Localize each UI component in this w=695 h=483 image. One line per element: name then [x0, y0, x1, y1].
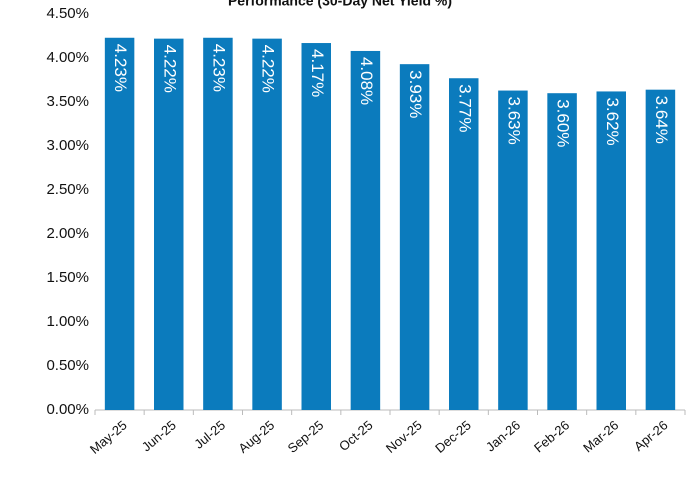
x-tick-label: Nov-25: [383, 417, 425, 455]
value-label: 3.63%: [504, 97, 523, 145]
bar: [203, 37, 233, 410]
x-tick-label: Dec-25: [432, 417, 474, 455]
value-label: 3.77%: [455, 84, 474, 132]
x-tick-label: Mar-26: [580, 417, 621, 455]
bar: [498, 90, 528, 410]
bar: [547, 93, 577, 410]
value-label: 4.22%: [160, 45, 179, 93]
value-label: 3.64%: [652, 96, 671, 144]
value-label: 4.17%: [308, 49, 327, 97]
y-tick-label: 4.50%: [46, 5, 89, 22]
value-label: 3.93%: [406, 70, 425, 118]
y-tick-label: 0.00%: [46, 401, 89, 418]
x-tick-label: Feb-26: [531, 417, 572, 455]
value-label: 3.62%: [603, 97, 622, 145]
bar: [399, 64, 430, 410]
chart-title: Performance (30-Day Net Yield %): [228, 0, 452, 9]
value-label: 4.23%: [209, 44, 228, 92]
x-tick-label: Jul-25: [191, 417, 228, 451]
y-tick-label: 1.50%: [46, 269, 89, 286]
bar: [301, 43, 331, 410]
bar: [449, 78, 479, 411]
bar: [154, 38, 184, 410]
x-tick-label: Aug-25: [235, 417, 277, 455]
x-tick-label: Oct-25: [336, 417, 376, 454]
x-tick-label: May-25: [87, 417, 130, 456]
bar: [645, 89, 676, 411]
value-label: 3.60%: [554, 99, 573, 147]
x-tick-label: Sep-25: [285, 417, 327, 455]
y-tick-label: 3.50%: [46, 93, 89, 110]
bar: [596, 91, 626, 410]
y-tick-label: 1.00%: [46, 313, 89, 330]
x-tick-label: Jun-25: [139, 417, 179, 454]
y-tick-label: 2.50%: [46, 181, 89, 198]
y-tick-label: 4.00%: [46, 49, 89, 66]
y-tick-label: 0.50%: [46, 357, 89, 374]
bar: [252, 38, 282, 410]
value-label: 4.08%: [357, 57, 376, 105]
x-tick-label: Jan-26: [483, 417, 523, 454]
value-label: 4.23%: [111, 44, 130, 92]
bar: [350, 50, 381, 411]
bar: [104, 37, 135, 410]
y-tick-label: 2.00%: [46, 225, 89, 242]
x-tick-label: Apr-26: [631, 417, 671, 454]
value-label: 4.22%: [259, 45, 278, 93]
y-tick-label: 3.00%: [46, 137, 89, 154]
